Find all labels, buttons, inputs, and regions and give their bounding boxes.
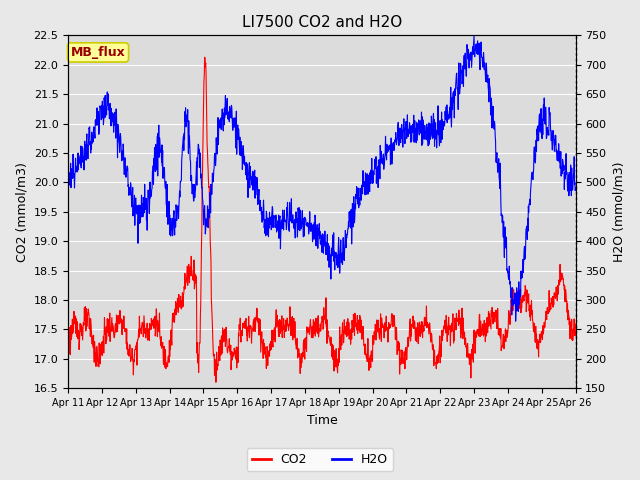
X-axis label: Time: Time bbox=[307, 414, 337, 427]
Y-axis label: H2O (mmol/m3): H2O (mmol/m3) bbox=[612, 162, 625, 262]
Y-axis label: CO2 (mmol/m3): CO2 (mmol/m3) bbox=[15, 162, 28, 262]
Title: LI7500 CO2 and H2O: LI7500 CO2 and H2O bbox=[242, 15, 402, 30]
Legend: CO2, H2O: CO2, H2O bbox=[247, 448, 393, 471]
Text: MB_flux: MB_flux bbox=[70, 46, 125, 59]
